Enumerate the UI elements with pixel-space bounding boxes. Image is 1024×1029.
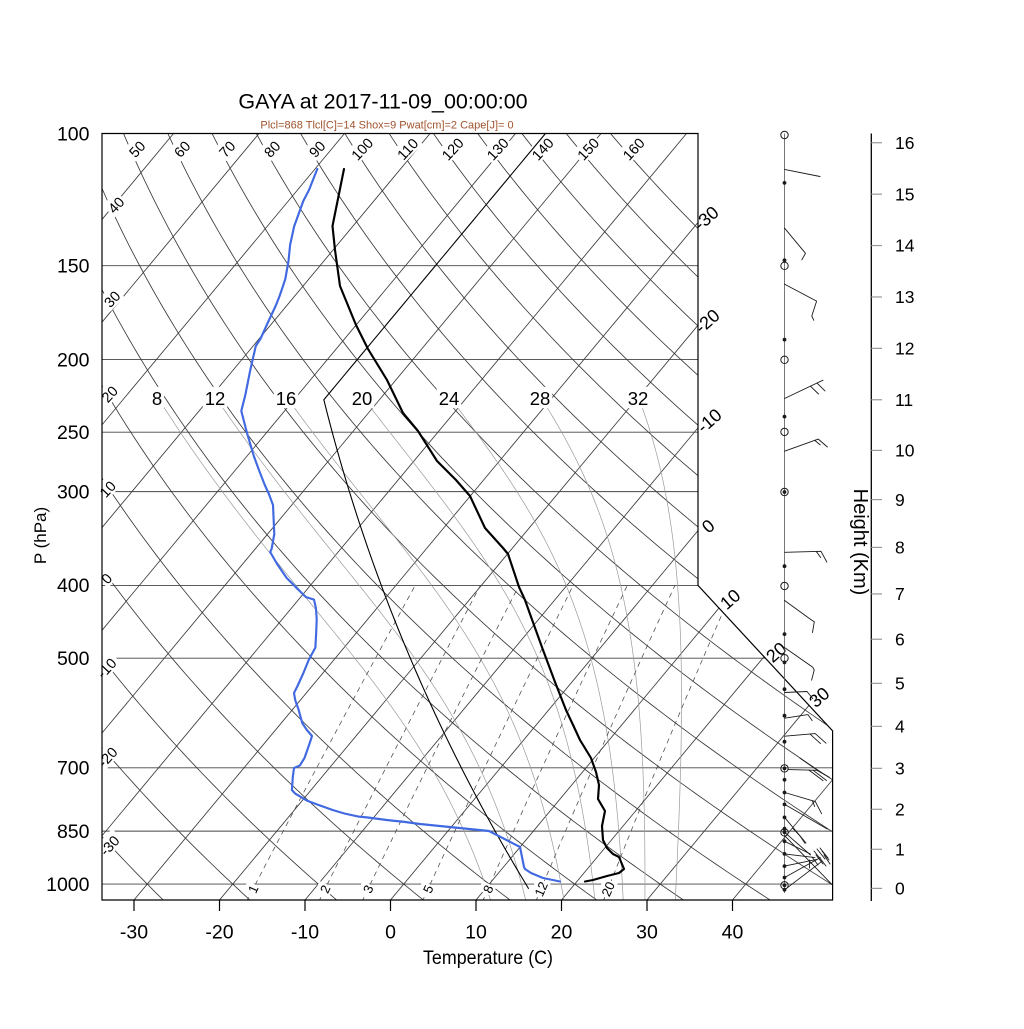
svg-text:10: 10 — [465, 922, 487, 944]
svg-text:8: 8 — [895, 538, 905, 558]
svg-text:12: 12 — [895, 339, 914, 359]
svg-text:-10: -10 — [291, 922, 319, 944]
svg-text:700: 700 — [57, 758, 90, 780]
svg-text:4: 4 — [895, 717, 905, 737]
svg-text:250: 250 — [57, 422, 90, 444]
svg-text:32: 32 — [628, 388, 649, 409]
svg-text:850: 850 — [57, 821, 90, 843]
svg-text:10: 10 — [895, 441, 915, 461]
svg-text:Plcl=868 Tlcl[C]=14 Shox=9 Pwa: Plcl=868 Tlcl[C]=14 Shox=9 Pwat[cm]=2 Ca… — [260, 120, 513, 132]
svg-text:-20: -20 — [205, 922, 233, 944]
svg-text:500: 500 — [57, 648, 90, 670]
svg-text:28: 28 — [530, 388, 551, 409]
svg-text:400: 400 — [57, 575, 90, 597]
svg-text:P (hPa): P (hPa) — [31, 507, 50, 564]
svg-text:3: 3 — [895, 759, 905, 779]
svg-text:24: 24 — [439, 388, 460, 409]
svg-text:100: 100 — [57, 123, 90, 145]
svg-text:30: 30 — [636, 922, 658, 944]
svg-text:6: 6 — [895, 629, 905, 649]
svg-text:15: 15 — [895, 184, 914, 204]
svg-text:-30: -30 — [120, 922, 148, 944]
svg-text:20: 20 — [551, 922, 573, 944]
svg-text:20: 20 — [352, 388, 373, 409]
svg-text:0: 0 — [385, 922, 396, 944]
svg-text:2: 2 — [895, 799, 905, 819]
svg-text:0: 0 — [895, 879, 905, 899]
svg-text:12: 12 — [205, 388, 226, 409]
svg-text:GAYA at 2017-11-09_00:00:00: GAYA at 2017-11-09_00:00:00 — [238, 90, 527, 114]
svg-text:200: 200 — [57, 349, 90, 371]
svg-text:Height (Km): Height (Km) — [849, 489, 871, 596]
svg-text:Temperature (C): Temperature (C) — [423, 947, 553, 969]
svg-text:150: 150 — [57, 255, 90, 277]
svg-text:16: 16 — [895, 133, 914, 153]
svg-text:1000: 1000 — [46, 874, 90, 896]
svg-text:8: 8 — [152, 388, 162, 409]
svg-text:300: 300 — [57, 481, 90, 503]
svg-text:13: 13 — [895, 287, 914, 307]
svg-text:9: 9 — [895, 490, 905, 510]
svg-text:7: 7 — [895, 584, 905, 604]
svg-text:40: 40 — [722, 922, 744, 944]
svg-text:14: 14 — [895, 236, 915, 256]
svg-text:16: 16 — [276, 388, 297, 409]
svg-text:1: 1 — [895, 840, 905, 860]
svg-text:11: 11 — [895, 390, 913, 410]
svg-text:5: 5 — [895, 674, 905, 694]
